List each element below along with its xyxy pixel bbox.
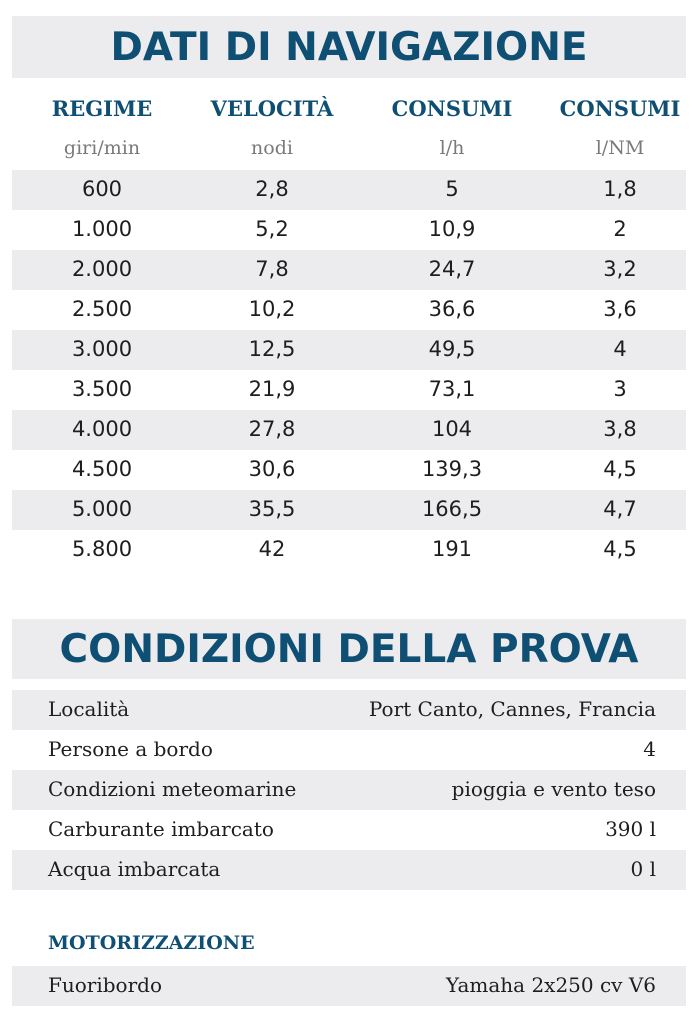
cell-consumi-lh: 191 [431, 537, 473, 561]
cell-consumi-lh: 139,3 [421, 457, 483, 481]
cell-velocita: 7,8 [255, 257, 289, 281]
condition-value-localita: Port Canto, Cannes, Francia [368, 697, 656, 721]
table-row: Carburante imbarcato 390 l [12, 810, 686, 850]
table-row: 4.500 30,6 139,3 4,5 [12, 450, 686, 490]
table-row: Località Port Canto, Cannes, Francia [12, 690, 686, 730]
cell-regime: 5.800 [71, 537, 133, 561]
condition-label-acqua: Acqua imbarcata [48, 857, 221, 881]
column-unit-consumi-lnm: l/NM [595, 137, 645, 159]
table-row: 5.000 35,5 166,5 4,7 [12, 490, 686, 530]
cell-velocita: 27,8 [248, 417, 296, 441]
cell-consumi-lnm: 3 [613, 377, 627, 401]
column-header-velocita: VELOCITÀ [210, 96, 334, 121]
condition-value-meteo: pioggia e vento teso [451, 777, 656, 801]
cell-consumi-lnm: 1,8 [603, 177, 637, 201]
table-row: 2.500 10,2 36,6 3,6 [12, 290, 686, 330]
cell-consumi-lh: 49,5 [428, 337, 476, 361]
cell-velocita: 42 [258, 537, 286, 561]
table-row: Persone a bordo 4 [12, 730, 686, 770]
condition-label-carburante: Carburante imbarcato [48, 817, 274, 841]
column-unit-consumi-lh: l/h [439, 137, 465, 159]
condition-label-persone: Persone a bordo [48, 737, 213, 761]
navigation-table: 600 2,8 5 1,8 1.000 5,2 10,9 2 2.000 7,8… [12, 170, 686, 570]
cell-regime: 4.000 [71, 417, 133, 441]
conditions-title: CONDIZIONI DELLA PROVA [59, 626, 639, 672]
table-row: 600 2,8 5 1,8 [12, 170, 686, 210]
column-header-consumi-lnm: CONSUMI [559, 96, 681, 121]
table-row: 2.000 7,8 24,7 3,2 [12, 250, 686, 290]
cell-consumi-lnm: 3,8 [603, 417, 637, 441]
condition-value-persone: 4 [643, 737, 656, 761]
conditions-table: Località Port Canto, Cannes, Francia Per… [12, 690, 686, 890]
cell-consumi-lnm: 2 [613, 217, 627, 241]
cell-consumi-lnm: 4,5 [603, 537, 637, 561]
engine-heading: MOTORIZZAZIONE [48, 932, 255, 954]
cell-velocita: 10,2 [248, 297, 296, 321]
table-row: Acqua imbarcata 0 l [12, 850, 686, 890]
cell-consumi-lnm: 3,2 [603, 257, 637, 281]
table-row: Fuoribordo Yamaha 2x250 cv V6 [12, 966, 686, 1006]
engine-table: Fuoribordo Yamaha 2x250 cv V6 [12, 966, 686, 1006]
cell-velocita: 30,6 [248, 457, 296, 481]
cell-velocita: 21,9 [248, 377, 296, 401]
table-row: Condizioni meteomarine pioggia e vento t… [12, 770, 686, 810]
cell-consumi-lh: 5 [445, 177, 459, 201]
cell-consumi-lnm: 3,6 [603, 297, 637, 321]
cell-regime: 1.000 [71, 217, 133, 241]
table-row: 3.000 12,5 49,5 4 [12, 330, 686, 370]
table-row: 3.500 21,9 73,1 3 [12, 370, 686, 410]
cell-consumi-lh: 24,7 [428, 257, 476, 281]
cell-regime: 3.500 [71, 377, 133, 401]
column-unit-regime: giri/min [63, 137, 141, 159]
condition-label-localita: Località [48, 697, 130, 721]
engine-value: Yamaha 2x250 cv V6 [445, 973, 656, 997]
cell-consumi-lnm: 4,7 [603, 497, 637, 521]
cell-consumi-lnm: 4,5 [603, 457, 637, 481]
cell-velocita: 12,5 [248, 337, 296, 361]
cell-consumi-lh: 36,6 [428, 297, 476, 321]
condition-value-acqua: 0 l [630, 857, 656, 881]
cell-velocita: 5,2 [255, 217, 289, 241]
table-row: 1.000 5,2 10,9 2 [12, 210, 686, 250]
table-row: 5.800 42 191 4,5 [12, 530, 686, 570]
cell-regime: 4.500 [71, 457, 133, 481]
cell-regime: 2.000 [71, 257, 133, 281]
navigation-title: DATI DI NAVIGAZIONE [110, 24, 588, 70]
column-header-regime: REGIME [51, 96, 153, 121]
cell-consumi-lh: 104 [431, 417, 473, 441]
condition-value-carburante: 390 l [605, 817, 656, 841]
cell-regime: 600 [81, 177, 123, 201]
cell-consumi-lnm: 4 [613, 337, 627, 361]
cell-velocita: 2,8 [255, 177, 289, 201]
cell-regime: 2.500 [71, 297, 133, 321]
cell-regime: 3.000 [71, 337, 133, 361]
engine-label: Fuoribordo [48, 973, 163, 997]
cell-consumi-lh: 166,5 [421, 497, 483, 521]
condition-label-meteo: Condizioni meteomarine [48, 777, 297, 801]
cell-velocita: 35,5 [248, 497, 296, 521]
column-unit-velocita: nodi [251, 137, 293, 159]
cell-regime: 5.000 [71, 497, 133, 521]
conditions-title-banner: CONDIZIONI DELLA PROVA [12, 619, 686, 679]
table-row: 4.000 27,8 104 3,8 [12, 410, 686, 450]
cell-consumi-lh: 10,9 [428, 217, 476, 241]
navigation-title-banner: DATI DI NAVIGAZIONE [12, 16, 686, 78]
column-header-consumi-lh: CONSUMI [391, 96, 513, 121]
cell-consumi-lh: 73,1 [428, 377, 476, 401]
